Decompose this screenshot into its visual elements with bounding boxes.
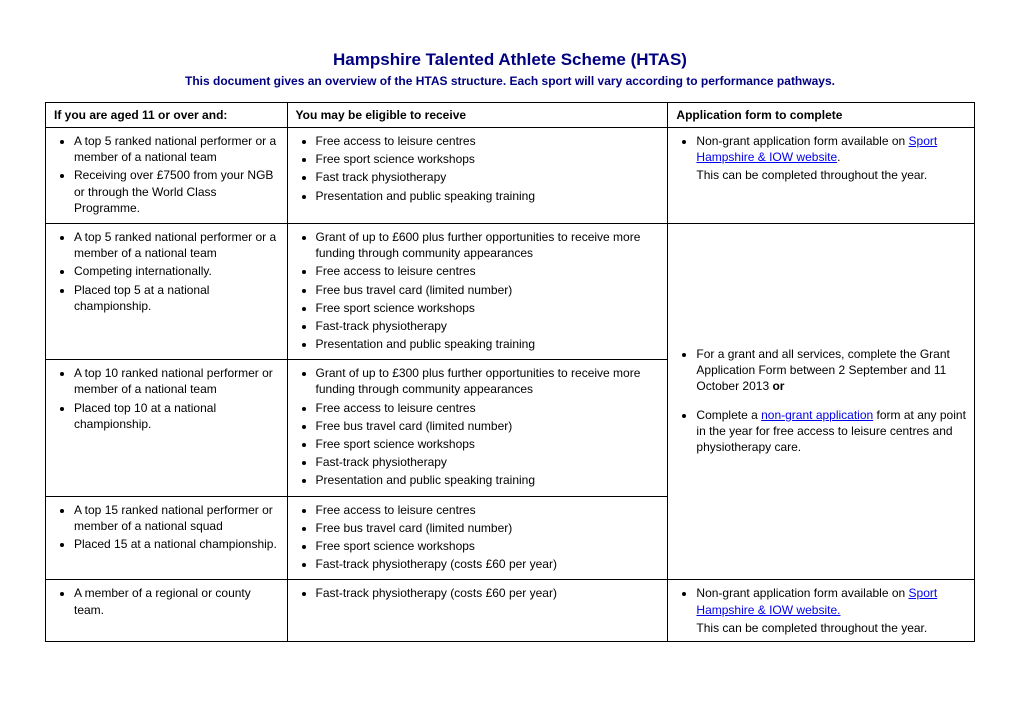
text: For a grant and all services, complete t… (696, 347, 949, 393)
list-item: For a grant and all services, complete t… (696, 346, 966, 395)
or-text: or (772, 379, 784, 393)
application-cell: Non-grant application form available on … (668, 580, 975, 642)
benefits-cell: Grant of up to £600 plus further opportu… (287, 223, 668, 359)
list-item: Free bus travel card (limited number) (316, 418, 660, 434)
non-grant-application-link[interactable]: non-grant application (761, 408, 873, 422)
text: Non-grant application form available on (696, 134, 908, 148)
list-item: Free sport science workshops (316, 436, 660, 452)
text: Complete a (696, 408, 761, 422)
list-item: A member of a regional or county team. (74, 585, 279, 617)
list-item: Presentation and public speaking trainin… (316, 188, 660, 204)
benefits-cell: Grant of up to £300 plus further opportu… (287, 360, 668, 496)
list-item: Fast-track physiotherapy (costs £60 per … (316, 585, 660, 601)
page-subtitle: This document gives an overview of the H… (45, 74, 975, 88)
table-header-row: If you are aged 11 or over and: You may … (46, 103, 975, 128)
application-note: This can be completed throughout the yea… (696, 167, 966, 183)
list-item: Non-grant application form available on … (696, 585, 966, 617)
list-item: Free access to leisure centres (316, 263, 660, 279)
list-item: Non-grant application form available on … (696, 133, 966, 165)
list-item: Free access to leisure centres (316, 502, 660, 518)
list-item: Complete a non-grant application form at… (696, 407, 966, 456)
benefits-cell: Fast-track physiotherapy (costs £60 per … (287, 580, 668, 642)
list-item: Fast track physiotherapy (316, 169, 660, 185)
list-item: Placed 15 at a national championship. (74, 536, 279, 552)
list-item: Free sport science workshops (316, 538, 660, 554)
table-row: A member of a regional or county team. F… (46, 580, 975, 642)
criteria-cell: A top 10 ranked national performer or me… (46, 360, 288, 496)
application-cell: Non-grant application form available on … (668, 128, 975, 224)
list-item: Free bus travel card (limited number) (316, 520, 660, 536)
header-benefits: You may be eligible to receive (287, 103, 668, 128)
header-criteria: If you are aged 11 or over and: (46, 103, 288, 128)
criteria-cell: A member of a regional or county team. (46, 580, 288, 642)
header-application: Application form to complete (668, 103, 975, 128)
criteria-cell: A top 15 ranked national performer or me… (46, 496, 288, 580)
list-item: Presentation and public speaking trainin… (316, 472, 660, 488)
list-item: Presentation and public speaking trainin… (316, 336, 660, 352)
scheme-table: If you are aged 11 or over and: You may … (45, 102, 975, 642)
list-item: Free access to leisure centres (316, 400, 660, 416)
list-item: Fast-track physiotherapy (costs £60 per … (316, 556, 660, 572)
list-item: A top 10 ranked national performer or me… (74, 365, 279, 397)
list-item: Grant of up to £300 plus further opportu… (316, 365, 660, 397)
criteria-cell: A top 5 ranked national performer or a m… (46, 223, 288, 359)
list-item: Fast-track physiotherapy (316, 454, 660, 470)
list-item: Free sport science workshops (316, 300, 660, 316)
list-item: Free access to leisure centres (316, 133, 660, 149)
criteria-cell: A top 5 ranked national performer or a m… (46, 128, 288, 224)
list-item: Placed top 10 at a national championship… (74, 400, 279, 432)
list-item: Grant of up to £600 plus further opportu… (316, 229, 660, 261)
list-item: A top 5 ranked national performer or a m… (74, 229, 279, 261)
application-cell-merged: For a grant and all services, complete t… (668, 223, 975, 579)
list-item: Competing internationally. (74, 263, 279, 279)
page-title: Hampshire Talented Athlete Scheme (HTAS) (45, 50, 975, 70)
list-item: Free sport science workshops (316, 151, 660, 167)
list-item: A top 15 ranked national performer or me… (74, 502, 279, 534)
list-item: Placed top 5 at a national championship. (74, 282, 279, 314)
table-row: A top 5 ranked national performer or a m… (46, 223, 975, 359)
list-item: Free bus travel card (limited number) (316, 282, 660, 298)
benefits-cell: Free access to leisure centres Free spor… (287, 128, 668, 224)
benefits-cell: Free access to leisure centres Free bus … (287, 496, 668, 580)
text: . (837, 150, 840, 164)
list-item: Fast-track physiotherapy (316, 318, 660, 334)
application-note: This can be completed throughout the yea… (696, 620, 966, 636)
list-item: A top 5 ranked national performer or a m… (74, 133, 279, 165)
table-row: A top 5 ranked national performer or a m… (46, 128, 975, 224)
list-item: Receiving over £7500 from your NGB or th… (74, 167, 279, 216)
text: Non-grant application form available on (696, 586, 908, 600)
